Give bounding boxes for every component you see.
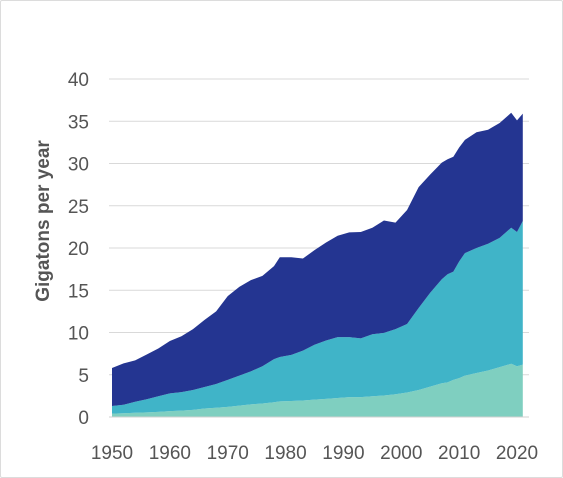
y-axis-ticks: 0 5 10 15 20 25 30 35 40 xyxy=(68,70,89,429)
y-tick-label: 25 xyxy=(68,197,89,218)
y-axis-title: Gigatons per year xyxy=(33,140,54,302)
y-tick-label: 20 xyxy=(68,239,89,260)
area-series-bottom xyxy=(112,363,523,417)
area-series-top xyxy=(112,112,523,407)
y-tick-label: 0 xyxy=(78,408,89,429)
x-tick-label: 1950 xyxy=(91,443,133,464)
x-tick-label: 2010 xyxy=(438,443,480,464)
x-tick-label: 1970 xyxy=(207,443,249,464)
x-tick-label: 2020 xyxy=(496,443,538,464)
y-tick-label: 5 xyxy=(78,366,89,387)
y-tick-label: 40 xyxy=(68,70,89,91)
y-tick-label: 15 xyxy=(68,281,89,302)
x-tick-label: 1980 xyxy=(264,443,306,464)
y-tick-label: 30 xyxy=(68,155,89,176)
area-series xyxy=(112,112,523,417)
area-series-middle xyxy=(112,220,523,414)
x-tick-label: 1960 xyxy=(149,443,191,464)
y-tick-label: 35 xyxy=(68,112,89,133)
y-tick-label: 10 xyxy=(68,324,89,345)
x-tick-label: 2000 xyxy=(380,443,422,464)
x-tick-label: 1990 xyxy=(322,443,364,464)
x-axis-ticks: 1950 1960 1970 1980 1990 2000 2010 2020 xyxy=(91,443,538,464)
